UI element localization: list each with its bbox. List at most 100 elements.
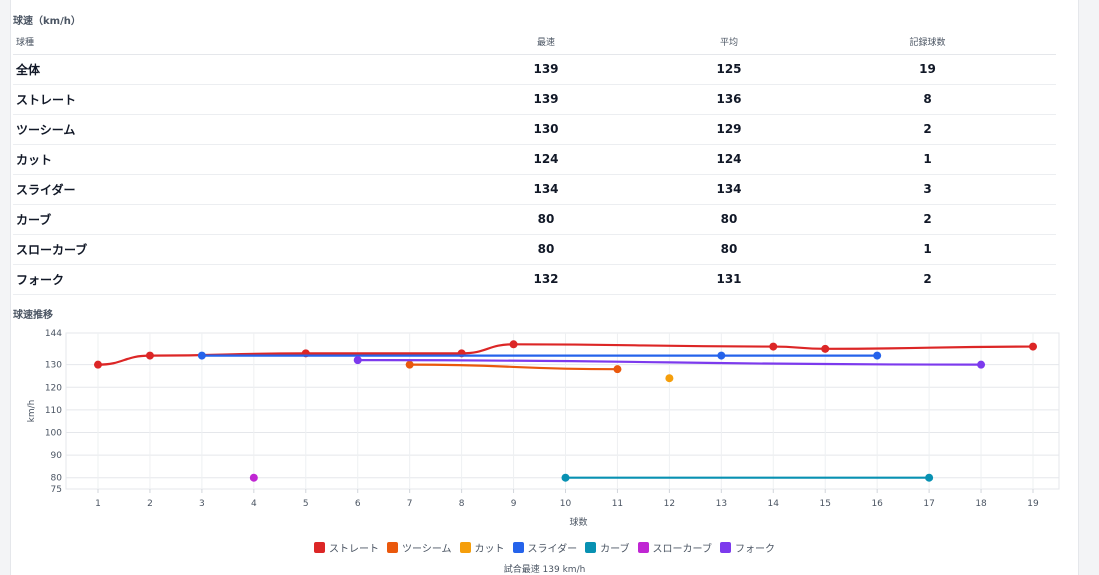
- legend-label: ストレート: [329, 544, 380, 555]
- max-speed: 80: [433, 234, 659, 265]
- x-tick-label: 11: [612, 499, 623, 509]
- pitch-name: カット: [13, 144, 433, 175]
- header-count: 記録球数: [799, 30, 1056, 55]
- max-speed: 130: [433, 114, 659, 145]
- pitch-name: スローカーブ: [13, 234, 433, 265]
- max-speed: 132: [433, 264, 659, 295]
- data-point[interactable]: [665, 374, 674, 383]
- legend-swatch: [314, 542, 326, 553]
- data-point[interactable]: [405, 360, 414, 369]
- x-tick-label: 3: [199, 499, 205, 509]
- avg-speed: 129: [659, 114, 799, 145]
- legend-item[interactable]: カーブ: [585, 540, 630, 555]
- pitch-count: 2: [799, 204, 1056, 235]
- legend-item[interactable]: スローカーブ: [637, 540, 712, 555]
- x-axis-label: 球数: [569, 516, 587, 528]
- table-row: カーブ 80 80 2: [13, 204, 1056, 235]
- legend-swatch: [459, 542, 471, 553]
- table-row: カット 124 124 1: [13, 144, 1056, 175]
- data-point[interactable]: [145, 351, 154, 360]
- avg-speed: 124: [659, 144, 799, 175]
- data-point[interactable]: [977, 360, 986, 369]
- header-pitch: 球種: [13, 30, 433, 55]
- chart-series: [94, 340, 1037, 482]
- y-tick-label: 100: [45, 428, 62, 438]
- table-row: ストレート 139 136 8: [13, 84, 1056, 115]
- series-line: [409, 363, 618, 371]
- pitch-name: ツーシーム: [13, 114, 433, 145]
- table-header-row: 球種 最速 平均 記録球数: [13, 30, 1056, 55]
- legend-swatch: [719, 542, 731, 553]
- legend-label: スローカーブ: [652, 544, 712, 555]
- avg-speed: 80: [659, 204, 799, 235]
- pitch-name: ストレート: [13, 84, 433, 115]
- avg-speed: 80: [659, 234, 799, 265]
- legend-label: カット: [474, 544, 505, 555]
- legend-swatch: [585, 542, 597, 553]
- avg-speed: 136: [659, 84, 799, 115]
- pitch-name: カーブ: [13, 204, 433, 235]
- data-point[interactable]: [561, 473, 570, 482]
- max-speed: 134: [433, 174, 659, 205]
- pitch-count: 2: [799, 264, 1056, 295]
- data-point[interactable]: [873, 351, 882, 360]
- pitch-name: フォーク: [13, 264, 433, 295]
- legend-swatch: [387, 542, 399, 553]
- data-point[interactable]: [925, 473, 934, 482]
- legend-item[interactable]: フォーク: [719, 540, 775, 555]
- legend-label: フォーク: [734, 544, 775, 555]
- x-tick-label: 15: [819, 499, 830, 509]
- x-tick-label: 6: [355, 499, 361, 509]
- x-tick-label: 12: [664, 499, 675, 509]
- table-row: スローカーブ 80 80 1: [13, 234, 1056, 265]
- table-row: フォーク 132 131 2: [13, 264, 1056, 295]
- table-row: ツーシーム 130 129 2: [13, 114, 1056, 145]
- header-max: 最速: [433, 30, 659, 55]
- table-row: スライダー 134 134 3: [13, 174, 1056, 205]
- legend-label: ツーシーム: [402, 544, 452, 555]
- y-tick-label: 130: [45, 361, 62, 371]
- data-point[interactable]: [249, 473, 258, 482]
- x-tick-label: 1: [95, 499, 101, 509]
- chart-grid: [65, 332, 1060, 490]
- pitch-count: 1: [799, 234, 1056, 265]
- speed-trend-title: 球速推移: [13, 310, 53, 321]
- data-point[interactable]: [717, 351, 726, 360]
- max-speed: 80: [433, 204, 659, 235]
- pitch-count: 2: [799, 114, 1056, 145]
- x-tick-label: 4: [251, 499, 257, 509]
- pitch-count: 8: [799, 84, 1056, 115]
- legend-item[interactable]: ツーシーム: [387, 540, 452, 555]
- data-point[interactable]: [94, 360, 102, 369]
- data-point[interactable]: [353, 356, 362, 365]
- x-tick-label: 16: [871, 499, 883, 509]
- y-tick-label: 144: [45, 329, 62, 339]
- scroll-edge: [1089, 0, 1099, 575]
- data-point[interactable]: [197, 351, 206, 360]
- y-tick-label: 80: [51, 474, 63, 484]
- legend-swatch: [637, 542, 649, 553]
- pitch-name: 全体: [13, 54, 433, 85]
- data-point[interactable]: [769, 342, 778, 351]
- data-point[interactable]: [509, 340, 518, 349]
- data-point[interactable]: [613, 365, 622, 374]
- x-tick-label: 5: [303, 499, 309, 509]
- max-speed: 139: [433, 84, 659, 115]
- data-point[interactable]: [821, 344, 830, 353]
- legend-item[interactable]: スライダー: [512, 540, 577, 555]
- pitch-count: 3: [799, 174, 1056, 205]
- y-tick-label: 75: [51, 485, 62, 495]
- max-speed: 139: [433, 54, 659, 85]
- legend-item[interactable]: カット: [459, 540, 505, 555]
- x-tick-label: 7: [407, 499, 413, 509]
- series-line: [357, 359, 982, 366]
- avg-speed: 134: [659, 174, 799, 205]
- x-tick-label: 18: [975, 499, 987, 509]
- x-tick-label: 13: [716, 499, 727, 509]
- data-point[interactable]: [1029, 342, 1037, 351]
- x-tick-label: 9: [511, 499, 517, 509]
- pitch-count: 1: [799, 144, 1056, 175]
- speed-table: 球種 最速 平均 記録球数 全体 139 125 19 ストレート 139 13…: [13, 30, 1056, 295]
- legend-item[interactable]: ストレート: [314, 540, 379, 555]
